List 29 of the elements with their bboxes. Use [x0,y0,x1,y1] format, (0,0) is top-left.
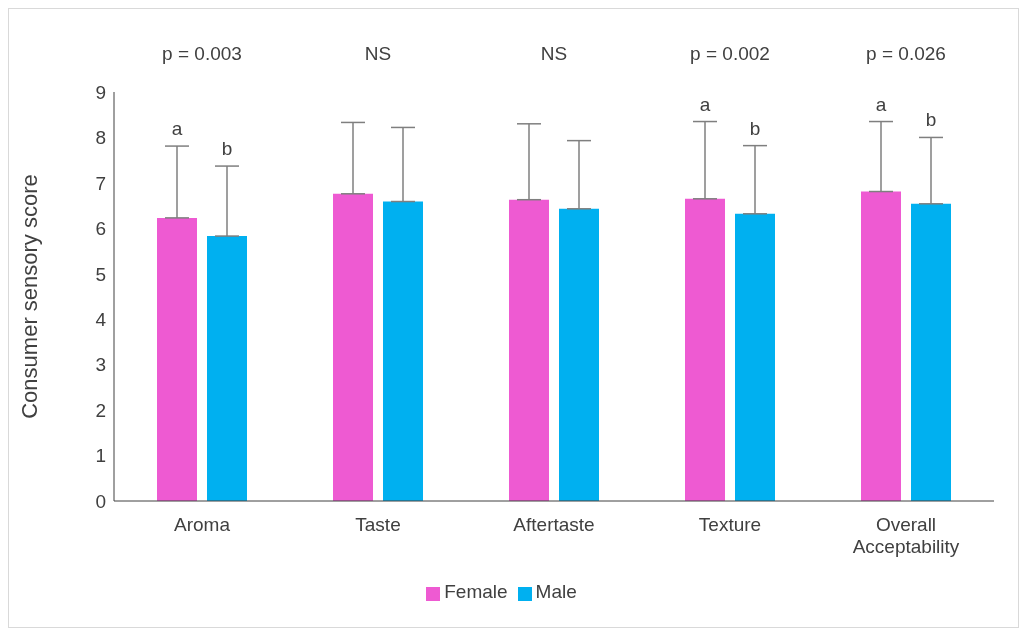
y-tick-label: 3 [95,354,106,376]
annotation: b [748,117,762,140]
x-tick-label: Texture [698,514,762,535]
legend-label: Male [535,581,577,602]
annotation: b [220,138,234,161]
annotation: b [924,109,938,132]
text: p = 0.003 [161,43,243,65]
y-tick-label: 6 [95,218,106,240]
y-tick-label: 0 [95,490,106,512]
y-tick-label: 7 [95,172,106,194]
y-tick-label: 9 [95,81,106,103]
x-tick-label: Aroma [174,514,231,535]
text: p = 0.026 [865,43,947,65]
annotation: a [170,118,184,141]
text: NS [363,43,393,65]
text: p = 0.002 [689,43,771,65]
text: NS [539,43,569,65]
annotation: a [874,93,888,116]
annotation: a [698,93,712,116]
y-tick-label: 1 [95,445,106,467]
y-tick-label: 2 [95,399,106,421]
y-tick-label: 8 [95,127,106,149]
x-tick-label: Aftertaste [513,514,595,535]
y-tick-label: 4 [95,308,107,330]
legend-label: Female [444,581,508,602]
y-axis-title: Consumer sensory score [16,174,42,419]
x-tick-label: Overall Acceptability [852,514,960,557]
y-tick-label: 5 [95,263,106,285]
x-tick-label: Taste [355,514,401,535]
